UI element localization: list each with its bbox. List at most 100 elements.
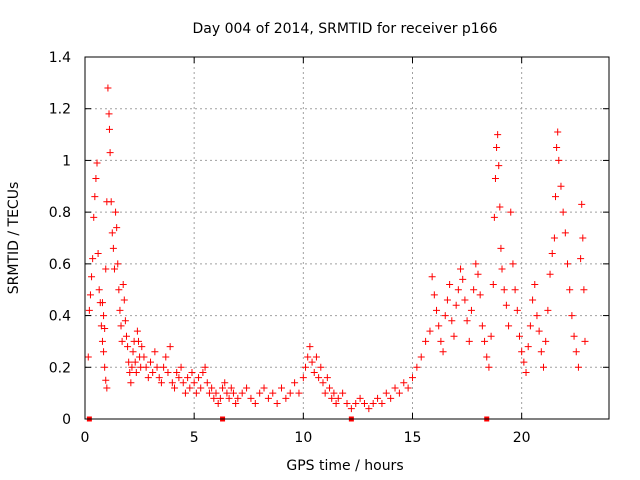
data-point <box>513 306 521 314</box>
data-point <box>221 379 229 387</box>
data-point <box>443 296 451 304</box>
data-point <box>450 332 458 340</box>
data-point <box>374 394 382 402</box>
data-point <box>448 317 456 325</box>
data-point <box>533 312 541 320</box>
data-point <box>173 368 181 376</box>
data-point <box>109 244 117 252</box>
data-point <box>243 384 251 392</box>
data-point <box>114 260 122 268</box>
data-point <box>133 327 141 335</box>
data-point <box>312 353 320 361</box>
data-point <box>93 159 101 167</box>
data-point <box>86 291 94 299</box>
data-point <box>494 131 502 139</box>
data-point <box>522 368 530 376</box>
data-point <box>572 348 580 356</box>
data-point <box>557 182 565 190</box>
data-point <box>529 296 537 304</box>
data-point <box>91 193 99 201</box>
data-point <box>555 156 563 164</box>
data-point <box>149 368 157 376</box>
data-point <box>181 389 189 397</box>
data-point <box>321 389 329 397</box>
data-point <box>493 144 501 151</box>
data-point <box>581 337 589 345</box>
data-point <box>326 384 334 392</box>
data-point <box>498 265 506 273</box>
data-point <box>155 374 163 382</box>
data-point <box>474 270 482 278</box>
data-point <box>580 286 588 294</box>
data-point <box>103 384 111 392</box>
data-point <box>526 322 534 330</box>
data-point <box>382 389 390 397</box>
data-point <box>227 384 235 392</box>
data-point <box>113 224 121 232</box>
data-point <box>98 337 106 345</box>
data-point <box>295 389 303 397</box>
plot-frame <box>84 56 610 420</box>
data-point <box>446 281 454 289</box>
data-point <box>360 399 368 407</box>
data-point <box>100 312 108 320</box>
data-point <box>106 149 114 157</box>
data-point <box>188 368 196 376</box>
data-point <box>395 389 403 397</box>
data-point <box>112 208 120 216</box>
data-point <box>100 348 108 356</box>
data-point <box>535 327 543 335</box>
data-point <box>319 379 327 387</box>
data-point <box>256 389 264 397</box>
data-point <box>89 255 97 263</box>
data-point <box>343 399 351 407</box>
data-point <box>574 363 582 371</box>
data-point <box>387 394 395 402</box>
data-point <box>497 244 505 252</box>
data-point <box>238 389 246 397</box>
data-point <box>128 363 136 371</box>
data-point <box>223 389 231 397</box>
y-tick-label: 0.8 <box>49 205 71 221</box>
data-point <box>550 234 558 242</box>
data-point <box>483 353 491 361</box>
data-point <box>441 312 449 320</box>
data-point <box>400 379 408 387</box>
data-point <box>291 379 299 387</box>
data-point <box>505 322 513 330</box>
data-point <box>278 384 285 392</box>
data-point <box>125 358 133 366</box>
data-point <box>489 281 497 289</box>
data-point <box>175 374 183 382</box>
data-point <box>334 394 342 402</box>
chart-title: Day 004 of 2014, SRMTID for receiver p16… <box>192 21 497 37</box>
ticks-layer <box>84 56 609 420</box>
data-point <box>153 363 161 371</box>
data-point <box>95 286 103 294</box>
data-point <box>101 325 109 332</box>
data-point <box>461 296 469 304</box>
data-point <box>171 384 179 392</box>
data-point <box>199 368 207 376</box>
data-point <box>566 286 574 294</box>
data-point <box>116 306 124 314</box>
data-point <box>208 384 216 392</box>
data-point <box>184 374 192 382</box>
data-point <box>315 374 323 382</box>
data-point <box>197 384 205 392</box>
data-point <box>465 337 473 345</box>
data-point <box>577 255 585 263</box>
x-tick-label: 20 <box>513 430 531 446</box>
data-point <box>94 250 102 258</box>
data-point <box>234 394 242 402</box>
data-point <box>537 348 545 356</box>
data-point <box>352 399 360 407</box>
data-point <box>347 405 355 413</box>
data-point <box>304 353 312 361</box>
data-point <box>201 363 209 371</box>
data-point <box>439 348 447 356</box>
data-point <box>190 379 198 387</box>
data-point <box>282 394 290 402</box>
data-point <box>332 399 340 407</box>
